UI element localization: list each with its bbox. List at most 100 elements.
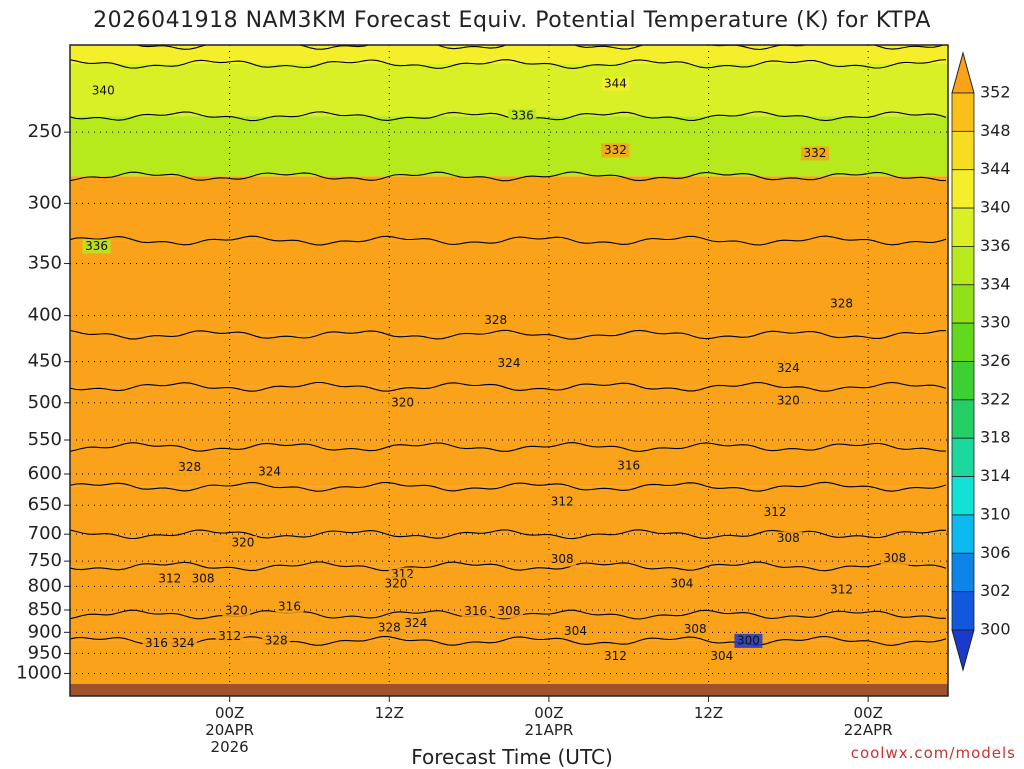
contour-label-29: 316: [464, 604, 487, 618]
contour-label-bg-37: [561, 624, 590, 639]
x-tick-label-2-0: 00Z: [534, 704, 563, 722]
contour-label-bg-31: [375, 620, 404, 635]
contour-label-26: 312: [830, 583, 853, 597]
contour-label-bg-1: [601, 76, 630, 91]
contour-label-bg-24: [381, 576, 410, 591]
colorbar-label-334-5: 334: [980, 274, 1011, 293]
y-axis: 2503003504004505005506006507007508008509…: [16, 121, 70, 683]
contour-label-2: 336: [511, 109, 534, 123]
colorbar-swatch-12: [951, 514, 975, 554]
contour-label-30: 308: [498, 604, 521, 618]
contour-label-17: 320: [231, 536, 254, 550]
y-tick-label-400: 400: [28, 305, 62, 326]
x-tick-label-0-2: 2026: [211, 738, 249, 756]
contour-label-bg-33: [215, 629, 244, 644]
contour-label-5: 336: [85, 239, 108, 253]
contour-label-bg-8: [495, 356, 523, 371]
contour-label-bg-15: [548, 495, 577, 510]
contour-line-2: [70, 111, 947, 122]
contour-label-1: 344: [604, 76, 627, 90]
contour-label-8: 324: [498, 356, 521, 370]
contour-label-bg-13: [255, 465, 284, 480]
contour-label-22: 308: [192, 571, 215, 585]
y-tick-label-250: 250: [28, 121, 62, 142]
colorbar-swatch-1: [951, 92, 975, 132]
x-tick-label-0-0: 00Z: [215, 704, 244, 722]
contour-label-bg-19: [548, 552, 577, 567]
field-layer: [70, 45, 948, 685]
colorbar-label-330-6: 330: [980, 313, 1011, 332]
y-tick-label-350: 350: [28, 253, 62, 274]
contour-line-4: [70, 235, 947, 246]
contour-label-bg-40: [601, 649, 630, 664]
contour-label-bg-4: [800, 146, 829, 161]
credit-link[interactable]: coolwx.com/models: [850, 744, 1016, 762]
colorbar-label-322-8: 322: [980, 389, 1011, 408]
contour-label-bg-41: [707, 649, 736, 664]
contour-label-14: 316: [617, 459, 640, 473]
contour-line-8: [70, 481, 947, 492]
colorbar-swatch-9: [951, 399, 975, 439]
y-tick-label-650: 650: [28, 494, 62, 515]
contour-label-24: 320: [384, 576, 407, 590]
contour-label-36: 324: [172, 636, 195, 650]
x-tick-label-0-1: 20APR: [205, 721, 254, 739]
contour-label-bg-17: [228, 536, 257, 551]
contour-label-15: 312: [551, 495, 574, 509]
contour-label-16: 312: [764, 505, 787, 519]
contour-label-10: 320: [391, 395, 414, 409]
x-tick-label-4-0: 00Z: [853, 704, 882, 722]
theta-band-336-2: [70, 116, 948, 177]
y-tick-label-700: 700: [28, 523, 62, 544]
y-tick-label-450: 450: [28, 351, 62, 372]
contour-line-3: [70, 171, 947, 182]
theta-band-344-0: [70, 45, 948, 65]
contour-label-12: 328: [178, 460, 201, 474]
contour-label-27: 320: [225, 603, 248, 617]
y-tick-label-800: 800: [28, 575, 62, 596]
contour-label-bg-16: [761, 505, 790, 520]
colorbar-swatch-8: [951, 361, 975, 401]
contour-line-6: [70, 381, 947, 392]
theta-band-316-7: [70, 447, 948, 487]
contour-label-6: 328: [484, 313, 507, 327]
y-tick-label-750: 750: [28, 550, 62, 571]
contour-label-bg-35: [142, 636, 171, 651]
contour-label-32: 324: [404, 616, 427, 630]
colorbar-label-326-7: 326: [980, 351, 1011, 370]
contour-label-38: 308: [684, 622, 707, 636]
colorbar-label-348-1: 348: [980, 121, 1011, 140]
contour-label-bg-18: [774, 531, 803, 546]
ground-band: [70, 684, 948, 696]
contour-label-41: 304: [710, 649, 733, 663]
colorbar-label-340-3: 340: [980, 198, 1011, 217]
contour-line-1: [70, 59, 947, 69]
x-axis-title: Forecast Time (UTC): [411, 745, 613, 769]
contour-label-bg-9: [774, 361, 803, 376]
contour-label-bg-11: [774, 394, 803, 409]
x-tick-label-4-1: 22APR: [844, 721, 893, 739]
colorbar-swatch-10: [951, 437, 975, 477]
contour-label-19: 308: [551, 552, 574, 566]
contour-label-25: 304: [670, 576, 693, 590]
colorbar-swatch-13: [951, 552, 975, 593]
colorbar-label-310-11: 310: [980, 504, 1011, 523]
contour-label-39: 300: [737, 633, 760, 647]
contour-line-10: [70, 561, 947, 572]
contour-label-bg-12: [175, 460, 204, 475]
contour-label-3: 332: [604, 143, 627, 157]
colorbar-label-336-4: 336: [980, 236, 1011, 255]
x-tick-label-1-0: 12Z: [375, 704, 404, 722]
x-tick-label-2-1: 21APR: [524, 721, 573, 739]
colorbar-swatch-6: [951, 284, 975, 324]
contour-label-34: 328: [265, 633, 288, 647]
contour-label-bg-7: [827, 296, 856, 311]
colorbar-label-302-13: 302: [980, 581, 1011, 600]
contour-label-bg-26: [827, 583, 856, 598]
y-tick-label-500: 500: [28, 392, 62, 413]
colorbar-swatch-7: [951, 322, 975, 362]
contour-label-4: 332: [804, 146, 827, 160]
theta-band-312-8: [70, 486, 948, 535]
colorbar-bottom-arrow: [951, 629, 975, 672]
